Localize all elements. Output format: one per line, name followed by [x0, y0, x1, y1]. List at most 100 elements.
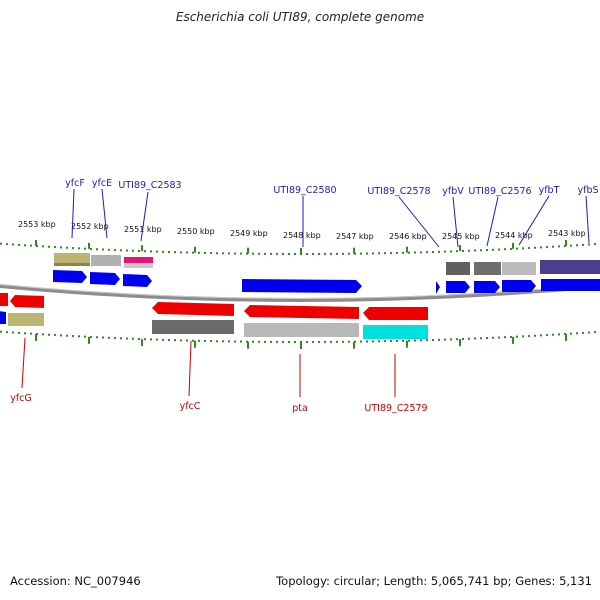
minor-tick [120, 249, 122, 252]
minor-tick [582, 243, 584, 246]
major-tick [194, 340, 196, 348]
major-tick [459, 245, 461, 252]
cog-box [152, 320, 234, 334]
minor-tick [102, 336, 104, 339]
minor-tick [522, 247, 524, 250]
major-tick [406, 246, 408, 253]
cog-box [91, 255, 121, 266]
minor-tick [576, 332, 578, 335]
reverse-gene-labels: yfcG yfcC pta UTI89_C2579 [10, 393, 427, 414]
minor-tick [168, 339, 170, 342]
minor-tick [564, 245, 566, 248]
minor-tick [48, 333, 50, 336]
minor-tick [234, 340, 236, 343]
minor-tick [426, 339, 428, 342]
minor-tick [0, 330, 2, 333]
kbp-label: 2546 kbp [389, 232, 427, 241]
minor-tick [534, 246, 536, 249]
kbp-label: 2547 kbp [336, 232, 374, 241]
minor-tick [84, 335, 86, 338]
minor-tick [192, 339, 194, 342]
minor-tick [162, 250, 164, 253]
cog-box [446, 262, 470, 275]
gene-label-uti89-c2576: UTI89_C2576 [468, 186, 531, 197]
minor-tick [570, 244, 572, 247]
reverse-genes [0, 293, 428, 324]
minor-tick [318, 340, 320, 343]
minor-tick [390, 252, 392, 255]
reverse-label-leaders [21, 337, 396, 397]
minor-tick [528, 247, 530, 250]
minor-tick [126, 249, 128, 252]
minor-tick [306, 252, 308, 255]
genome-backbone [0, 283, 600, 302]
reverse-gene-arrow [0, 311, 6, 324]
minor-tick [216, 252, 218, 255]
label-leader [21, 337, 26, 389]
minor-tick [390, 340, 392, 343]
kbp-label: 2543 kbp [548, 229, 586, 238]
major-tick [141, 339, 143, 347]
minor-tick [240, 340, 242, 343]
minor-tick [486, 249, 488, 252]
minor-tick [336, 252, 338, 255]
label-leader [188, 340, 192, 397]
minor-tick [396, 339, 398, 342]
cog-box [124, 263, 153, 268]
minor-tick [480, 249, 482, 252]
minor-tick [120, 337, 122, 340]
map-title: Escherichia coli UTI89, complete genome [175, 10, 425, 24]
minor-tick [204, 251, 206, 254]
label-leader [140, 191, 149, 242]
forward-genes [53, 270, 600, 294]
label-leader [585, 195, 590, 244]
minor-tick [558, 333, 560, 336]
minor-tick [204, 339, 206, 342]
minor-tick [60, 246, 62, 249]
cog-box [54, 253, 90, 265]
minor-tick [474, 337, 476, 340]
minor-tick [156, 250, 158, 253]
gene-label-uti89-c2580: UTI89_C2580 [273, 185, 336, 196]
cog-box [8, 313, 44, 326]
minor-tick [576, 244, 578, 247]
minor-tick [594, 331, 596, 334]
minor-tick [312, 252, 314, 255]
minor-tick [150, 250, 152, 253]
minor-tick [450, 250, 452, 253]
minor-tick [60, 334, 62, 337]
minor-tick [432, 339, 434, 342]
minor-tick [72, 247, 74, 250]
minor-tick [144, 338, 146, 341]
minor-tick [150, 338, 152, 341]
minor-tick [318, 252, 320, 255]
minor-tick [228, 340, 230, 343]
minor-tick [534, 334, 536, 337]
minor-tick [6, 243, 8, 246]
minor-tick [402, 339, 404, 342]
minor-tick [408, 251, 410, 254]
reverse-gene-arrow [244, 305, 359, 319]
minor-tick [294, 340, 296, 343]
minor-tick [126, 337, 128, 340]
minor-tick [588, 243, 590, 246]
minor-tick [138, 249, 140, 252]
minor-tick [222, 252, 224, 255]
minor-tick [438, 250, 440, 253]
minor-tick [264, 340, 266, 343]
minor-tick [444, 338, 446, 341]
minor-tick [492, 336, 494, 339]
minor-tick [438, 338, 440, 341]
forward-gene-labels: yfcF yfcE UTI89_C2583 UTI89_C2580 UTI89_… [65, 178, 598, 197]
minor-tick [30, 332, 32, 335]
minor-tick [192, 251, 194, 254]
minor-tick [510, 247, 512, 250]
minor-tick [288, 340, 290, 343]
minor-tick [78, 335, 80, 338]
minor-tick [258, 252, 260, 255]
minor-tick [498, 336, 500, 339]
kbp-label: 2548 kbp [283, 231, 321, 240]
minor-tick [42, 245, 44, 248]
major-tick [565, 333, 567, 341]
forward-gene-arrow [446, 281, 470, 293]
